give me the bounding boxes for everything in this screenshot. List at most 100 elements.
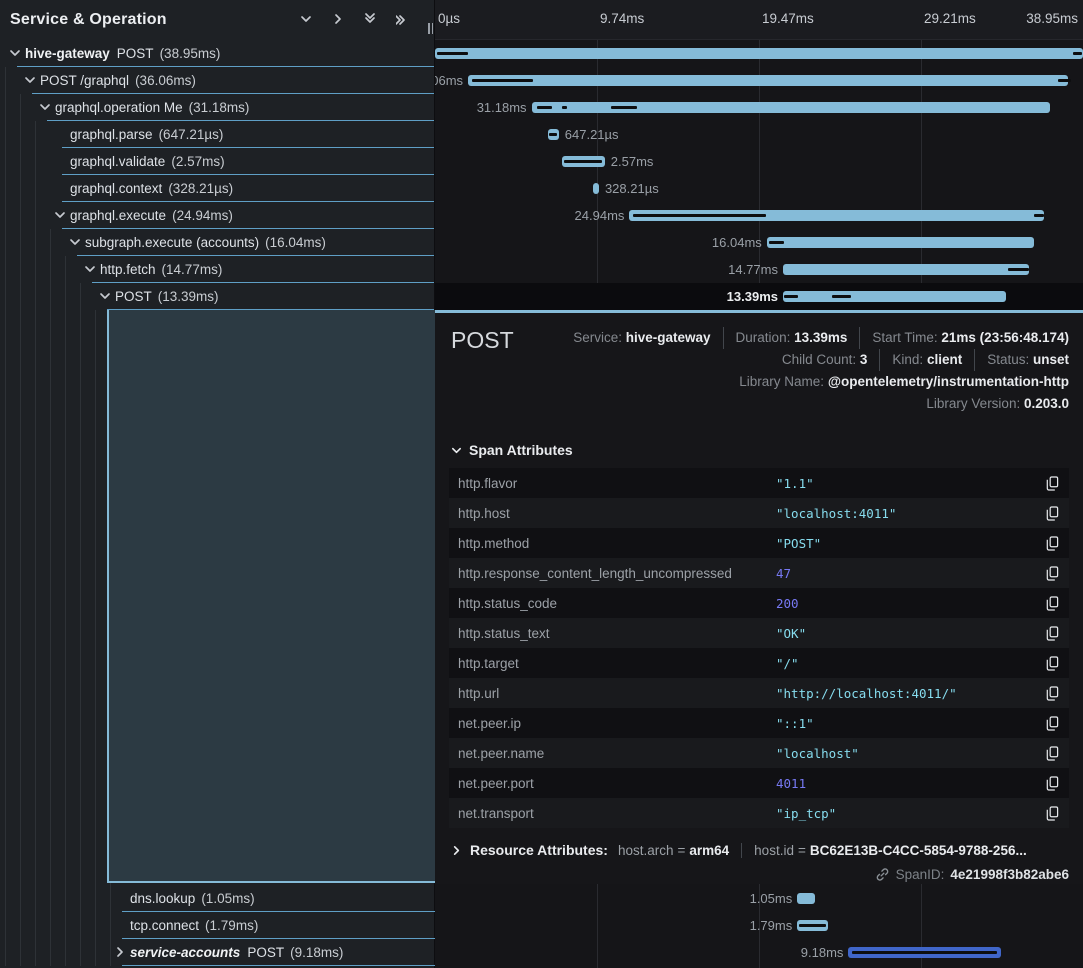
timeline-row[interactable]: 14.77ms [435, 256, 1083, 283]
chevron-down-icon[interactable] [298, 12, 314, 28]
timeline-row[interactable]: 24.94ms [435, 202, 1083, 229]
resource-attributes-row[interactable]: Resource Attributes: host.arch = arm64 host… [451, 842, 1069, 858]
attribute-row: http.status_code 200 [449, 588, 1069, 618]
attribute-value: "http://localhost:4011/" [776, 685, 957, 701]
collapse-chevron-icon[interactable] [83, 263, 96, 276]
link-icon[interactable] [875, 867, 890, 882]
span-tree: hive-gateway POST (38.95ms) POST /graphq… [0, 40, 434, 310]
tree-row[interactable]: tcp.connect (1.79ms) [0, 912, 435, 939]
row-underline [122, 911, 435, 912]
duration-label: 13.39ms [726, 289, 778, 304]
copy-icon[interactable] [1046, 715, 1059, 731]
duration-label: 328.21µs [604, 181, 659, 196]
copy-icon[interactable] [1046, 775, 1059, 791]
collapse-chevron-icon[interactable] [98, 290, 111, 303]
child-span-marker [611, 106, 638, 109]
copy-icon[interactable] [1046, 535, 1059, 551]
duration-label: 36.06ms [435, 73, 464, 88]
timeline-row[interactable]: 31.18ms [435, 94, 1083, 121]
timeline-row[interactable]: 36.06ms [435, 67, 1083, 94]
timeline-row[interactable]: 2.57ms [435, 148, 1083, 175]
span-bar[interactable] [435, 48, 1083, 59]
collapse-chevron-icon[interactable] [53, 209, 66, 222]
timeline-rows: 36.06ms 31.18ms 647.21µs 2.57ms 328.21µs… [435, 40, 1083, 310]
tree-row[interactable]: service-accounts POST (9.18ms) [0, 939, 435, 966]
timeline-ruler: 0µs 9.74ms 19.47ms 29.21ms 38.95ms [435, 0, 1083, 40]
copy-icon[interactable] [1046, 565, 1059, 581]
copy-icon[interactable] [1046, 655, 1059, 671]
chevron-right-icon[interactable] [330, 12, 346, 28]
tree-header-icons [298, 12, 410, 28]
attribute-row: http.response_content_length_uncompresse… [449, 558, 1069, 588]
tree-row[interactable]: http.fetch (14.77ms) [0, 256, 434, 283]
timeline-row[interactable]: 1.79ms [435, 912, 1083, 939]
attribute-row: http.url "http://localhost:4011/" [449, 678, 1069, 708]
collapse-chevron-icon[interactable] [8, 47, 21, 60]
child-span-marker [471, 79, 534, 82]
timeline-row[interactable]: 328.21µs [435, 175, 1083, 202]
collapse-chevron-icon[interactable] [23, 74, 36, 87]
collapse-chevron-icon[interactable] [38, 101, 51, 114]
tree-row[interactable]: dns.lookup (1.05ms) [0, 885, 435, 912]
copy-icon[interactable] [1046, 505, 1059, 521]
timeline-row[interactable]: 16.04ms [435, 229, 1083, 256]
span-tree-bottom: dns.lookup (1.05ms) tcp.connect (1.79ms)… [0, 885, 435, 966]
indent-guide [35, 121, 36, 966]
operation-name: http.fetch [100, 262, 156, 277]
row-underline [62, 228, 434, 229]
tree-row[interactable]: POST (13.39ms) [0, 283, 434, 310]
copy-icon[interactable] [1046, 745, 1059, 761]
tree-row[interactable]: POST /graphql (36.06ms) [0, 67, 434, 94]
selected-span-panel [107, 310, 435, 883]
span-bar[interactable] [782, 264, 1029, 275]
attribute-key: http.status_code [458, 595, 558, 611]
span-bar[interactable] [797, 893, 816, 904]
tree-row[interactable]: hive-gateway POST (38.95ms) [0, 40, 434, 67]
tree-row[interactable]: graphql.execute (24.94ms) [0, 202, 434, 229]
meta-field: Status: unset [974, 349, 1069, 371]
operation-name: POST /graphql [40, 73, 130, 88]
resource-attributes-title: Resource Attributes: [470, 842, 608, 858]
operation-name: graphql.parse [70, 127, 153, 142]
span-bar[interactable] [593, 183, 599, 194]
timeline-row[interactable]: 13.39ms [435, 283, 1083, 310]
chevron-down-icon [452, 447, 461, 453]
timeline-row[interactable]: 9.18ms [435, 939, 1083, 966]
tree-row[interactable]: subgraph.execute (accounts) (16.04ms) [0, 229, 434, 256]
timeline-row[interactable] [435, 40, 1083, 67]
attribute-row: net.peer.ip "::1" [449, 708, 1069, 738]
expand-chevron-icon[interactable] [113, 946, 126, 959]
copy-icon[interactable] [1046, 475, 1059, 491]
span-bar[interactable] [766, 237, 1034, 248]
tree-row[interactable]: graphql.validate (2.57ms) [0, 148, 434, 175]
span-attributes-header[interactable]: Span Attributes [451, 442, 1069, 458]
meta-field: Child Count: 3 [781, 352, 868, 367]
copy-icon[interactable] [1046, 805, 1059, 821]
timeline-row[interactable]: 1.05ms [435, 885, 1083, 912]
duration-label: 24.94ms [574, 208, 625, 223]
span-bar[interactable] [782, 291, 1006, 302]
tree-row[interactable]: graphql.parse (647.21µs) [0, 121, 434, 148]
copy-icon[interactable] [1046, 595, 1059, 611]
copy-icon[interactable] [1046, 625, 1059, 641]
span-bar[interactable] [468, 75, 1069, 86]
ruler-tick: 29.21ms [924, 11, 976, 26]
span-duration: (1.05ms) [201, 891, 255, 906]
panel-resize-grip[interactable] [428, 23, 433, 34]
row-underline [122, 938, 435, 939]
double-chevron-down-icon[interactable] [362, 12, 378, 28]
collapse-chevron-icon[interactable] [68, 236, 81, 249]
operation-name: graphql.validate [70, 154, 166, 169]
tree-row[interactable]: graphql.context (328.21µs) [0, 175, 434, 202]
span-bar[interactable] [629, 210, 1045, 221]
operation-name: subgraph.execute (accounts) [85, 235, 260, 250]
double-chevron-right-icon[interactable] [394, 12, 410, 28]
span-bar[interactable] [531, 102, 1050, 113]
tree-row[interactable]: graphql.operation Me (31.18ms) [0, 94, 434, 121]
tree-header: Service & Operation [0, 0, 434, 40]
row-underline [62, 201, 434, 202]
attribute-value: "POST" [776, 535, 822, 551]
timeline-row[interactable]: 647.21µs [435, 121, 1083, 148]
copy-icon[interactable] [1046, 685, 1059, 701]
duration-label: 14.77ms [728, 262, 778, 277]
